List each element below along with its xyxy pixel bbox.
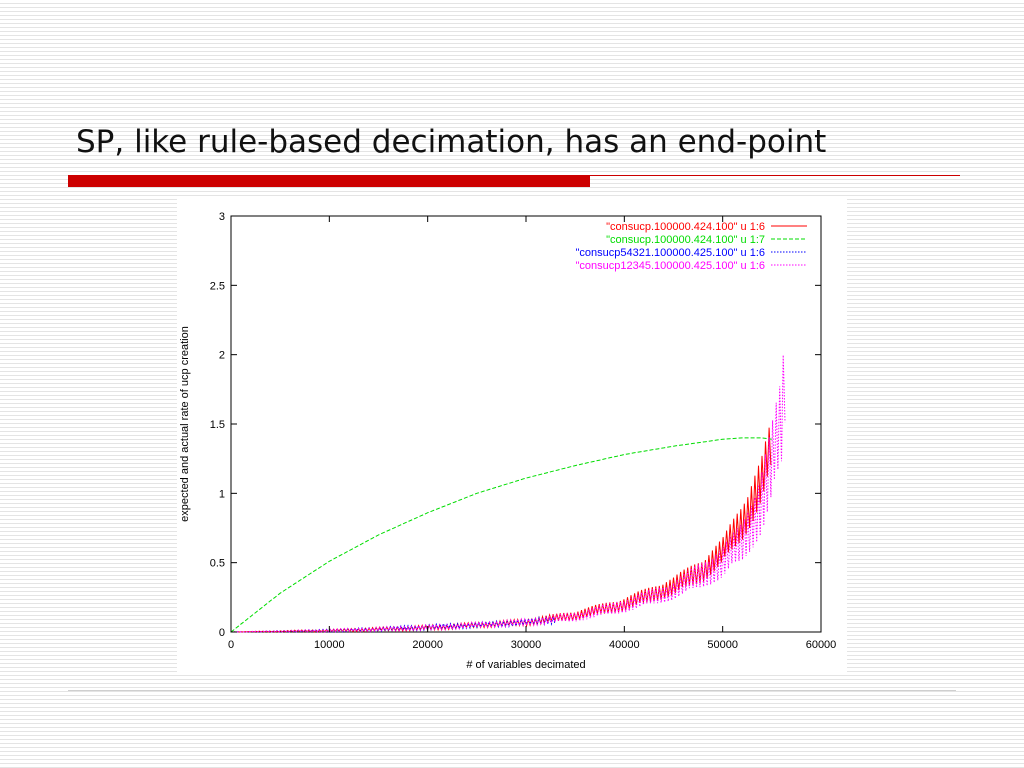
line-chart: 0 10000 20000 30000 40000 50000 60000 0 0.5 1 1.5 2… xyxy=(179,211,837,671)
y-tick-label: 2.5 xyxy=(210,280,225,292)
title-underline-bar xyxy=(68,175,590,187)
legend-entry-label: "consucp54321.100000.425.100" u 1:6 xyxy=(576,247,765,259)
y-tick-label: 0.5 xyxy=(210,558,225,570)
x-tick-label: 30000 xyxy=(511,639,542,651)
series-line-2 xyxy=(230,437,772,633)
y-tick-label: 1 xyxy=(219,488,225,500)
y-axis-label: expected and actual rate of ucp creation xyxy=(179,326,191,522)
x-tick-label: 60000 xyxy=(806,639,837,651)
y-tick-label: 3 xyxy=(219,211,225,223)
chart-panel: 0 10000 20000 30000 40000 50000 60000 0 0.5 1 1.5 2… xyxy=(177,199,847,672)
slide-title: SP, like rule-based decimation, has an e… xyxy=(76,124,827,160)
x-tick-label: 50000 xyxy=(707,639,738,651)
series-line-3 xyxy=(231,615,556,633)
x-tick-label: 10000 xyxy=(314,639,345,651)
x-axis-label: # of variables decimated xyxy=(466,659,585,671)
y-tick-label: 2 xyxy=(219,350,225,362)
plot-frame xyxy=(230,215,822,633)
bottom-divider xyxy=(68,690,956,691)
legend-entry-label: "consucp12345.100000.425.100" u 1:6 xyxy=(576,260,765,272)
series-layer xyxy=(230,355,786,633)
y-tick-label: 1.5 xyxy=(210,419,225,431)
legend-entry-label: "consucp.100000.424.100" u 1:7 xyxy=(606,234,765,246)
title-underline-rule xyxy=(590,175,960,176)
x-tick-label: 20000 xyxy=(412,639,443,651)
x-tick-label: 40000 xyxy=(609,639,640,651)
legend: "consucp.100000.424.100" u 1:6"consucp.1… xyxy=(576,221,807,272)
y-tick-label: 0 xyxy=(219,627,225,639)
series-line-4 xyxy=(231,355,786,633)
legend-entry-label: "consucp.100000.424.100" u 1:6 xyxy=(606,221,765,233)
x-tick-label: 0 xyxy=(228,639,234,651)
tick-layer: 0 10000 20000 30000 40000 50000 60000 0 0.5 1 1.5 2… xyxy=(210,211,837,651)
